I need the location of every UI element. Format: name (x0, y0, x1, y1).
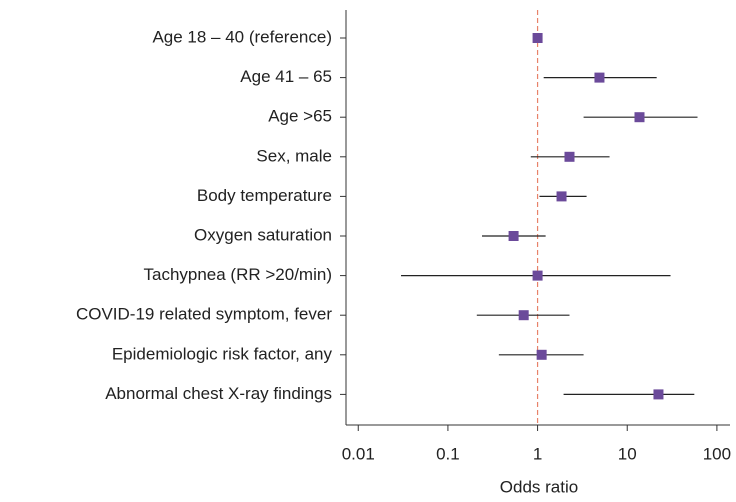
x-tick-label: 0.1 (436, 444, 460, 463)
category-label: Tachypnea (RR >20/min) (143, 265, 332, 284)
x-axis-label: Odds ratio (500, 477, 578, 496)
category-label: COVID-19 related symptom, fever (76, 305, 332, 324)
category-label: Oxygen saturation (194, 225, 332, 244)
point-estimate (518, 310, 529, 321)
point-estimate (634, 112, 645, 123)
category-label: Age 41 – 65 (240, 67, 332, 86)
category-label: Epidemiologic risk factor, any (112, 344, 333, 363)
x-tick-label: 1 (533, 444, 542, 463)
point-estimate (532, 270, 543, 281)
point-estimate (536, 349, 547, 360)
category-label: Sex, male (256, 146, 332, 165)
point-estimate (532, 33, 543, 43)
category-label: Age >65 (268, 107, 332, 126)
category-label: Age 18 – 40 (reference) (152, 27, 332, 46)
category-label: Abnormal chest X-ray findings (105, 384, 332, 403)
x-tick-label: 10 (618, 444, 637, 463)
x-tick-label: 100 (703, 444, 731, 463)
point-estimate (556, 191, 567, 202)
point-estimate (508, 231, 519, 241)
point-estimate (653, 389, 664, 400)
point-estimate (564, 151, 575, 162)
category-label: Body temperature (197, 186, 332, 205)
point-estimate (594, 72, 605, 83)
x-tick-label: 0.01 (342, 444, 375, 463)
